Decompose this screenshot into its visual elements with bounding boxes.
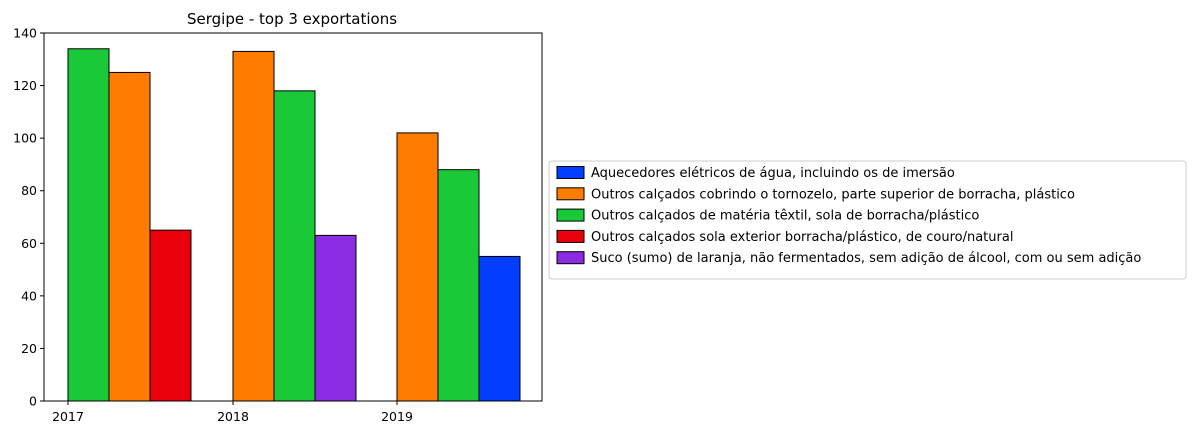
- legend-label: Suco (sumo) de laranja, não fermentados,…: [591, 251, 1141, 266]
- bars-group: [67, 48, 521, 402]
- legend-swatch: [556, 208, 585, 222]
- x-tick-label: 2019: [381, 409, 413, 424]
- y-tick-label: 100: [13, 131, 37, 146]
- legend-label: Aquecedores elétricos de água, incluindo…: [591, 166, 955, 181]
- bar-2017-series-3: [149, 229, 192, 402]
- legend-label: Outros calçados de matéria têxtil, sola …: [591, 209, 979, 224]
- y-tick-label: 20: [21, 341, 37, 356]
- legend-swatch: [556, 166, 585, 179]
- y-tick-label: 80: [21, 183, 37, 198]
- legend-swatch: [556, 187, 585, 201]
- x-axis: 2017 2018 2019: [52, 401, 413, 424]
- y-tick-label: 0: [29, 394, 37, 409]
- legend-box: [548, 160, 1187, 280]
- y-axis: 0 20 40 60 80 100 120 140: [13, 26, 44, 409]
- bar-2019-series-2: [437, 169, 480, 402]
- bar-2019-series-1: [396, 132, 439, 402]
- plot-frame: [43, 32, 543, 402]
- y-tick-label: 60: [21, 236, 37, 251]
- legend-label: Outros calçados cobrindo o tornozelo, pa…: [591, 187, 1075, 202]
- bar-2017-series-1: [108, 71, 151, 402]
- bar-2018-series-1: [232, 50, 275, 402]
- y-tick-label: 40: [21, 288, 37, 303]
- x-tick-label: 2018: [217, 409, 249, 424]
- bar-2018-series-2: [273, 90, 316, 402]
- legend-swatch: [556, 251, 585, 265]
- y-tick-label: 120: [13, 78, 37, 93]
- bar-2019-series-0: [478, 255, 521, 402]
- legend-label: Outros calçados sola exterior borracha/p…: [591, 230, 1013, 245]
- legend: Aquecedores elétricos de água, incluindo…: [548, 160, 1187, 280]
- bar-2017-series-2: [67, 48, 110, 402]
- y-tick-label: 140: [13, 26, 37, 41]
- chart-title: Sergipe - top 3 exportations: [187, 10, 397, 28]
- legend-swatch: [556, 229, 585, 243]
- x-tick-label: 2017: [52, 409, 84, 424]
- bar-2018-series-4: [314, 234, 357, 402]
